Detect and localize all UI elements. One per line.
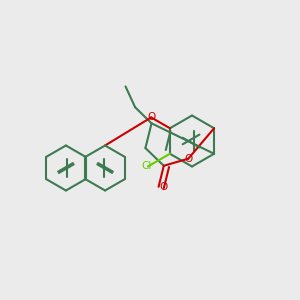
Text: Cl: Cl (141, 161, 152, 172)
Text: O: O (184, 154, 192, 164)
Text: O: O (147, 112, 155, 122)
Text: O: O (159, 182, 167, 192)
